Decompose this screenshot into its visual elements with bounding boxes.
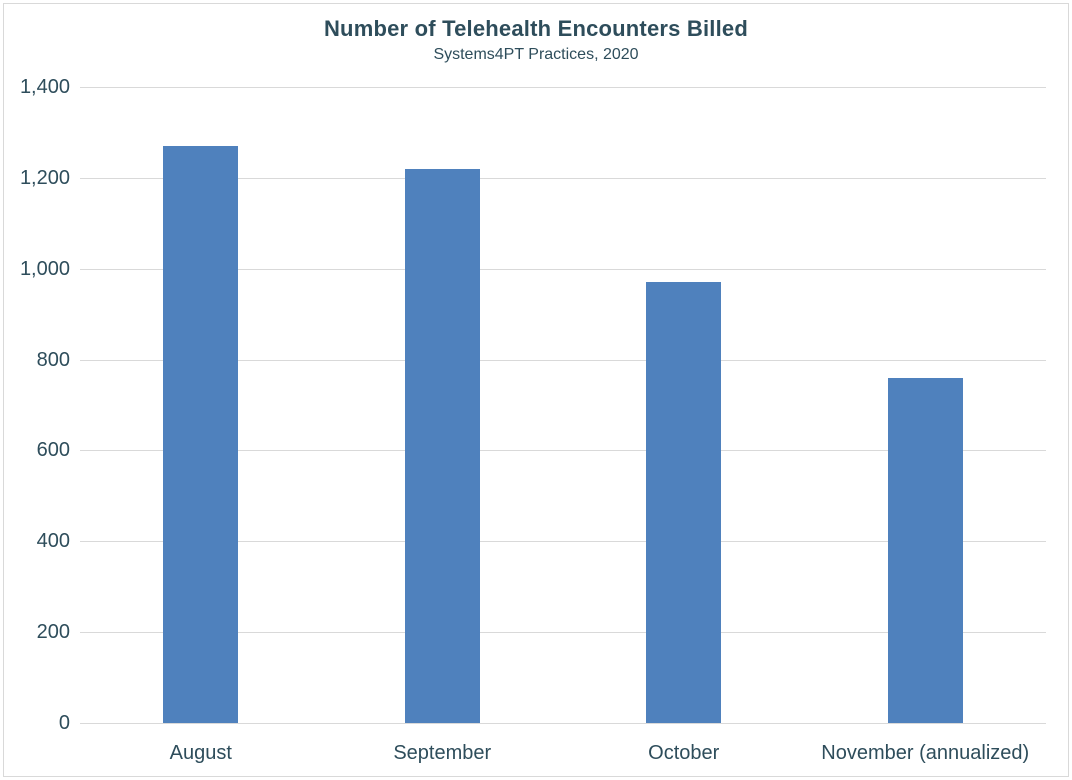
gridline <box>80 632 1046 634</box>
gridline <box>80 450 1046 452</box>
gridline <box>80 359 1046 361</box>
x-axis-label: September <box>393 742 492 764</box>
y-tick-label: 800 <box>36 348 70 371</box>
y-tick-label: 1,400 <box>19 76 70 98</box>
chart-title: Number of Telehealth Encounters Billed <box>323 16 749 41</box>
chart-subtitle: Systems4PT Practices, 2020 <box>433 46 639 63</box>
bar-november-annualized <box>887 377 963 723</box>
gridline <box>80 723 1046 724</box>
bar-august <box>163 146 239 723</box>
x-axis-label: August <box>169 742 232 764</box>
y-tick-label: 1,200 <box>19 166 70 189</box>
x-axis-label: October <box>648 742 720 764</box>
y-tick-label: 400 <box>36 530 70 553</box>
bar-september <box>404 168 480 723</box>
gridline <box>80 87 1046 88</box>
gridline <box>80 268 1046 270</box>
gridline <box>80 177 1046 179</box>
bar-october <box>646 282 722 723</box>
plot-area <box>80 87 1046 724</box>
y-tick-label: 200 <box>36 621 70 644</box>
y-tick-label: 0 <box>58 712 70 734</box>
y-tick-label: 1,000 <box>19 257 70 280</box>
x-axis-label: November (annualized) <box>821 742 1030 764</box>
gridline <box>80 541 1046 543</box>
y-tick-label: 600 <box>36 439 70 462</box>
